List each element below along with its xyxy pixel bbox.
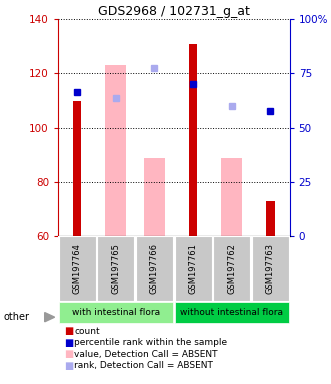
Text: rank, Detection Call = ABSENT: rank, Detection Call = ABSENT: [74, 361, 213, 370]
Bar: [59, 302, 173, 323]
Bar: [189, 44, 197, 236]
Bar: [252, 236, 289, 301]
Text: GSM197766: GSM197766: [150, 243, 159, 294]
Text: ■: ■: [65, 361, 74, 371]
Bar: [174, 302, 289, 323]
Text: GSM197763: GSM197763: [266, 243, 275, 294]
Bar: [59, 236, 96, 301]
Text: other: other: [3, 312, 29, 322]
Bar: [266, 201, 274, 236]
Text: GSM197762: GSM197762: [227, 243, 236, 294]
Text: GSM197761: GSM197761: [189, 243, 198, 294]
Text: count: count: [74, 326, 100, 336]
Bar: [136, 236, 173, 301]
Text: percentile rank within the sample: percentile rank within the sample: [74, 338, 228, 347]
Bar: [73, 101, 81, 236]
Text: ■: ■: [65, 349, 74, 359]
Text: with intestinal flora: with intestinal flora: [72, 308, 160, 317]
Bar: [105, 65, 126, 236]
Bar: [213, 236, 250, 301]
Title: GDS2968 / 102731_g_at: GDS2968 / 102731_g_at: [98, 5, 250, 18]
Text: without intestinal flora: without intestinal flora: [180, 308, 283, 317]
Bar: [174, 236, 212, 301]
Text: ■: ■: [65, 326, 74, 336]
Text: ■: ■: [65, 338, 74, 348]
Bar: [221, 157, 242, 236]
Bar: [144, 157, 165, 236]
Text: value, Detection Call = ABSENT: value, Detection Call = ABSENT: [74, 349, 218, 359]
Text: GSM197765: GSM197765: [111, 243, 120, 294]
Bar: [97, 236, 134, 301]
Text: GSM197764: GSM197764: [73, 243, 82, 294]
